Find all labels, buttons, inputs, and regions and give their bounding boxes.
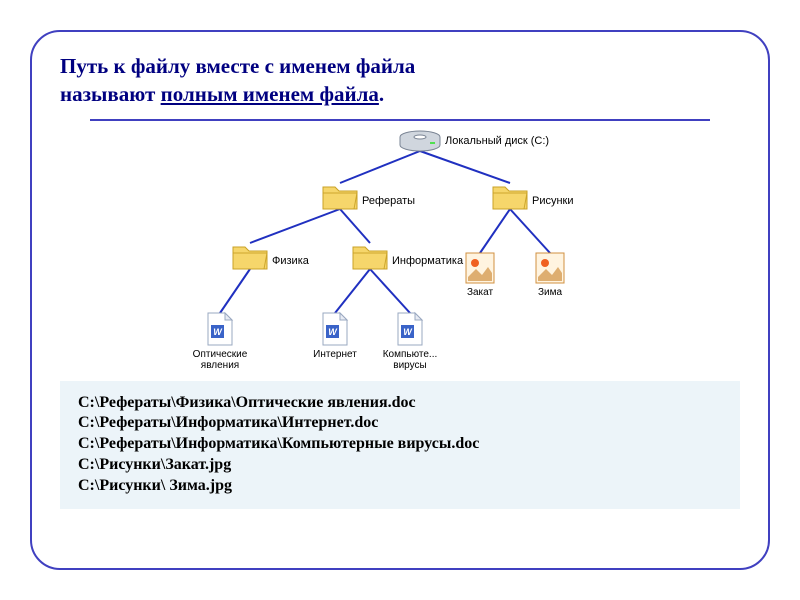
tree-edge bbox=[510, 209, 550, 253]
tree-node-fiz bbox=[215, 241, 285, 271]
tree-node-label: Оптическиеявления bbox=[185, 349, 255, 371]
file-paths-list: С:\Рефераты\Физика\Оптические явления.do… bbox=[60, 381, 740, 509]
title-line2-underlined: полным именем файла bbox=[161, 82, 379, 106]
tree-edge bbox=[420, 151, 510, 183]
file-path: С:\Рисунки\Закат.jpg bbox=[78, 455, 722, 476]
title-line2: называют полным именем файла. bbox=[60, 80, 740, 108]
file-path: С:\Рефераты\Физика\Оптические явления.do… bbox=[78, 393, 722, 414]
file-path: С:\Рисунки\ Зима.jpg bbox=[78, 476, 722, 497]
tree-edge bbox=[250, 209, 340, 243]
tree-node-zim: Зима bbox=[515, 251, 585, 298]
tree-node-int: WИнтернет bbox=[300, 311, 370, 360]
tree-node-label: Закат bbox=[445, 287, 515, 298]
title-block: Путь к файлу вместе с именем файла назыв… bbox=[60, 52, 740, 109]
title-line1: Путь к файлу вместе с именем файла bbox=[60, 52, 740, 80]
tree-node-zak: Закат bbox=[445, 251, 515, 298]
file-path: С:\Рефераты\Информатика\Интернет.doc bbox=[78, 413, 722, 434]
tree-node-ref bbox=[305, 181, 375, 211]
tree-node-label: Зима bbox=[515, 287, 585, 298]
tree-node-label: Локальный диск (C:) bbox=[445, 135, 549, 147]
tree-edge bbox=[220, 269, 250, 313]
tree-node-vir: WКомпьюте...вирусы bbox=[375, 311, 445, 371]
tree-node-ris bbox=[475, 181, 545, 211]
tree-node-label: Компьюте...вирусы bbox=[375, 349, 445, 371]
tree-node-root bbox=[385, 129, 455, 153]
tree-node-inf bbox=[335, 241, 405, 271]
tree-edge bbox=[480, 209, 510, 253]
file-path: С:\Рефераты\Информатика\Компьютерные вир… bbox=[78, 434, 722, 455]
tree-node-label: Интернет bbox=[300, 349, 370, 360]
title-line2-pre: называют bbox=[60, 82, 161, 106]
tree-node-opt: WОптическиеявления bbox=[185, 311, 255, 371]
tree-edge bbox=[335, 269, 370, 313]
tree-edge bbox=[340, 209, 370, 243]
file-tree-diagram: Локальный диск (C:)РефератыРисункиФизика… bbox=[60, 121, 740, 381]
main-panel: Путь к файлу вместе с именем файла назыв… bbox=[30, 30, 770, 570]
tree-edge bbox=[370, 269, 410, 313]
tree-edge bbox=[340, 151, 420, 183]
title-line2-post: . bbox=[379, 82, 384, 106]
